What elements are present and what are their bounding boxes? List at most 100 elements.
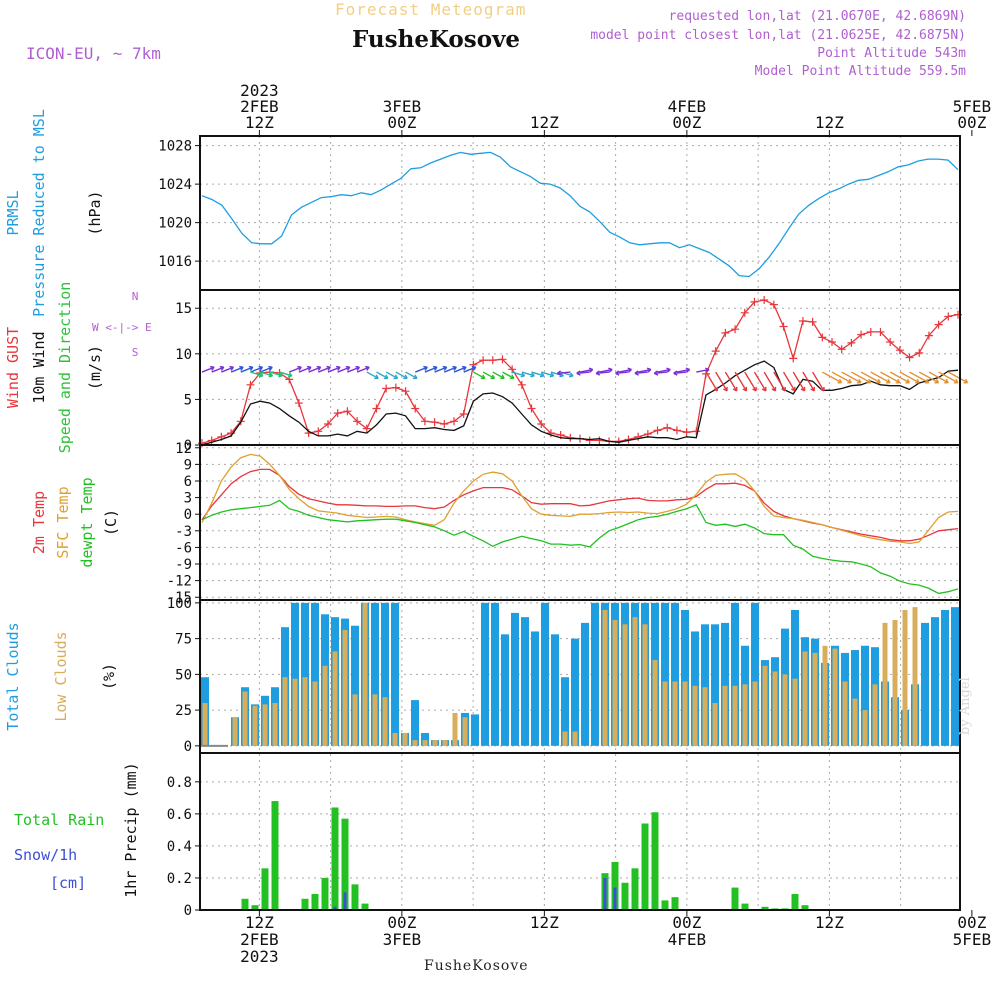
total-cloud-bar	[311, 602, 319, 746]
wind-direction-arrow	[502, 371, 515, 379]
y-tick-label: 0.4	[167, 839, 192, 855]
y-tick-label: 25	[175, 703, 192, 719]
wind-arrow-head	[723, 386, 728, 392]
low-cloud-bar	[752, 681, 758, 746]
wind-arrow-head	[673, 370, 678, 376]
gust-marker	[857, 330, 866, 339]
low-cloud-bar	[562, 731, 568, 746]
low-cloud-bar	[782, 674, 788, 746]
panel-frame	[199, 444, 961, 601]
wind-arrow-head	[771, 386, 777, 392]
wind-direction-arrow	[715, 371, 728, 392]
requested-coords: requested lon,lat (21.0670E, 42.6869N)	[668, 9, 966, 24]
y-tick-label: 0	[184, 438, 192, 454]
rain-bar	[741, 903, 749, 910]
wind-arrow-head	[412, 374, 418, 380]
total-cloud-bar	[711, 624, 719, 746]
low-cloud-bar	[882, 622, 888, 746]
wind-direction-arrow	[405, 371, 418, 379]
y-tick-label: 50	[175, 667, 192, 683]
y-tick-label: -9	[175, 557, 192, 573]
wind-direction-arrow	[753, 371, 767, 392]
panel-label: 2m Temp	[30, 491, 48, 554]
snow-bar	[603, 877, 607, 910]
low-cloud-bar	[342, 630, 348, 746]
wind-arrow-head	[627, 367, 632, 373]
wind-direction-arrow	[347, 366, 360, 373]
panel-frame	[199, 135, 961, 291]
wind-arrow-head	[239, 365, 244, 371]
wind-direction-arrow	[676, 368, 690, 373]
series-line-sfc-temp	[201, 453, 959, 545]
wind-arrow-head	[316, 365, 322, 371]
gust-marker	[886, 337, 895, 346]
wind-arrow-head	[383, 374, 389, 380]
low-cloud-bar	[462, 717, 468, 746]
gust-marker	[798, 317, 807, 325]
gust-marker	[653, 426, 662, 435]
gust-marker	[585, 436, 594, 445]
wind-direction-arrow	[673, 371, 687, 375]
wind-direction-arrow	[851, 371, 871, 384]
gust-marker	[527, 404, 536, 413]
gust-marker	[430, 418, 439, 427]
series-line-10m-wind	[201, 360, 959, 446]
gust-marker	[353, 417, 362, 426]
total-cloud-bar	[731, 602, 739, 746]
y-tick-label: 15	[175, 301, 192, 317]
low-cloud-bar	[252, 705, 258, 746]
time-label-bottom: 5FEB	[953, 930, 992, 949]
wind-arrow-head	[595, 370, 601, 376]
panel-label: dewpt Temp	[78, 477, 96, 567]
wind-arrow-head	[452, 365, 457, 371]
wind-direction-arrow	[880, 371, 901, 384]
low-cloud-bar	[732, 685, 738, 746]
panel-label: Wind GUST	[4, 327, 22, 408]
wind-direction-arrow	[385, 371, 398, 379]
gust-marker	[760, 296, 769, 305]
time-label-bottom: 00Z	[957, 913, 986, 932]
y-tick-label: 0.2	[167, 871, 192, 887]
time-label-top: 5FEB	[953, 97, 992, 116]
wind-direction-arrow	[557, 371, 571, 375]
y-tick-label: -15	[167, 590, 192, 606]
wind-direction-arrow	[618, 368, 632, 373]
rain-bar	[661, 900, 669, 910]
wind-direction-arrow	[860, 371, 881, 384]
total-cloud-bar	[681, 610, 689, 746]
y-tick-label: 1028	[158, 139, 192, 155]
y-tick-label: 9	[184, 457, 192, 473]
y-tick-label: 0	[184, 507, 192, 523]
rain-bar	[351, 884, 359, 910]
wind-direction-arrow	[821, 371, 842, 384]
low-cloud-bar	[662, 681, 668, 746]
wind-arrow-head	[895, 378, 901, 384]
low-cloud-bar	[742, 684, 748, 746]
wind-arrow-head	[500, 374, 505, 380]
wind-direction-arrow	[240, 366, 254, 373]
rain-bar	[261, 868, 269, 910]
wind-arrow-head	[432, 365, 438, 371]
gust-marker	[343, 407, 352, 416]
low-cloud-bar	[362, 602, 368, 746]
gust-marker	[663, 423, 672, 432]
wind-direction-arrow	[596, 371, 610, 375]
low-cloud-bar	[622, 624, 628, 746]
wind-direction-arrow	[734, 371, 747, 392]
rain-bar	[651, 812, 659, 910]
low-cloud-bar	[702, 687, 708, 746]
wind-arrow-head	[219, 365, 225, 371]
wind-direction-arrow	[889, 371, 910, 384]
wind-direction-arrow	[696, 368, 710, 373]
series-line-2m-temp	[201, 468, 959, 542]
wind-arrow-head	[820, 386, 825, 392]
low-cloud-bar	[232, 717, 238, 746]
low-cloud-bar	[602, 610, 608, 746]
panel-label: (%)	[100, 663, 118, 690]
wind-arrow-head	[646, 367, 652, 373]
wind-arrow-head	[608, 367, 613, 373]
gust-marker	[508, 365, 517, 374]
wind-arrow-head	[326, 365, 331, 371]
y-tick-label: 100	[167, 596, 192, 612]
